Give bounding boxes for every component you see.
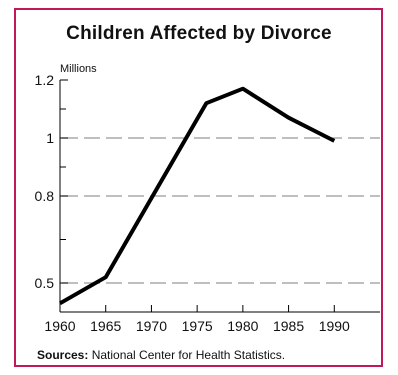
series-line bbox=[59, 86, 336, 306]
y-tick-label: 1 bbox=[46, 130, 54, 146]
y-tick-labels: 0.5 0.8 1 1.2 bbox=[35, 72, 68, 291]
chart-title: Children Affected by Divorce bbox=[66, 23, 332, 44]
source-note: Sources: National Center for Health Stat… bbox=[37, 348, 285, 362]
source-text: National Center for Health Statistics. bbox=[88, 348, 286, 362]
x-tick-label: 1980 bbox=[227, 318, 258, 334]
chart-frame bbox=[14, 8, 383, 367]
y-tick-label: 1.2 bbox=[35, 72, 55, 88]
source-label: Sources: bbox=[37, 348, 89, 362]
y-tick-label: 0.5 bbox=[35, 275, 55, 291]
x-tick-label: 1990 bbox=[319, 318, 350, 334]
series bbox=[59, 86, 336, 306]
x-tick-label: 1965 bbox=[90, 318, 121, 334]
x-tick-label: 1985 bbox=[273, 318, 304, 334]
x-tick-labels: 1960 1965 1970 1975 1980 1985 1990 bbox=[44, 305, 350, 334]
x-tick-label: 1975 bbox=[182, 318, 213, 334]
y-tick-label: 0.8 bbox=[35, 188, 55, 204]
y-axis-label: Millions bbox=[60, 63, 97, 75]
x-tick-label: 1970 bbox=[136, 318, 167, 334]
x-tick-label: 1960 bbox=[44, 318, 75, 334]
grid-lines bbox=[62, 137, 380, 284]
